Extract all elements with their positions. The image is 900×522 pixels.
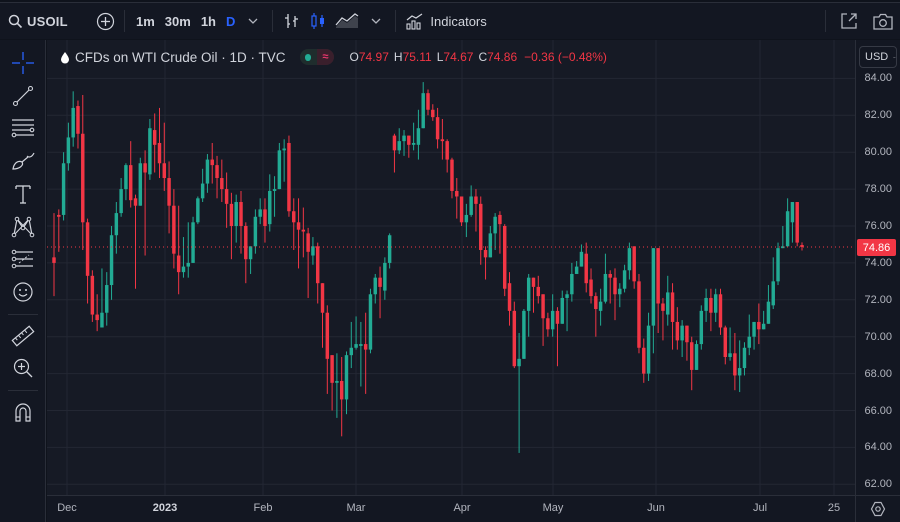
change-value: −0.36 (−0.48%) xyxy=(524,50,607,64)
magnet-tool[interactable] xyxy=(0,397,46,427)
area-style-icon xyxy=(335,13,359,28)
open-value: 74.97 xyxy=(358,50,389,64)
timeframe-dropdown-button[interactable] xyxy=(240,3,266,39)
price-tick-label: 82.00 xyxy=(864,109,892,122)
top-toolbar: USOIL 1m 30m 1h D Indicators xyxy=(0,2,900,39)
indicators-icon xyxy=(406,13,423,30)
low-value: 74.67 xyxy=(443,50,474,64)
chevron-down-icon xyxy=(893,56,896,58)
high-value: 75.11 xyxy=(402,50,432,64)
data-delayed-icon: ≈ xyxy=(317,49,334,65)
open-external-button[interactable] xyxy=(832,3,866,39)
candle-style-icon xyxy=(311,13,325,29)
text-tool[interactable] xyxy=(0,179,46,209)
price-tick-label: 68.00 xyxy=(864,367,892,380)
ruler-icon xyxy=(11,325,35,347)
price-tick-label: 72.00 xyxy=(864,293,892,306)
currency-label: USD xyxy=(865,51,889,63)
zoom-in-tool[interactable] xyxy=(0,353,46,383)
emoji-tool[interactable] xyxy=(0,277,46,307)
price-axis[interactable]: 84.00 82.00 80.00 78.00 76.00 74.00 72.00 70.00… xyxy=(855,40,900,495)
symbol-label: USOIL xyxy=(27,13,68,29)
open-external-icon xyxy=(841,13,857,29)
chart-type-dropdown-button[interactable] xyxy=(363,3,389,39)
timeframe-1m[interactable]: 1m xyxy=(136,13,155,29)
time-tick-label: Feb xyxy=(253,502,273,514)
market-status-badge[interactable]: ≈ xyxy=(299,49,334,65)
zoom-in-icon xyxy=(13,358,33,378)
emoji-icon xyxy=(13,282,33,302)
toolbar-divider xyxy=(124,10,125,32)
gear-icon xyxy=(870,501,886,517)
oil-drop-icon xyxy=(61,51,69,63)
price-tick-label: 70.00 xyxy=(864,330,892,343)
time-tick-label: Mar xyxy=(346,502,366,514)
toolbar-divider xyxy=(825,10,826,32)
toolbar-divider xyxy=(272,10,274,32)
trend-line-icon xyxy=(12,85,34,107)
toolbar-divider xyxy=(8,390,38,391)
time-tick-label: 25 xyxy=(827,502,841,514)
time-tick-label: Jun xyxy=(647,502,665,514)
series-title[interactable]: CFDs on WTI Crude Oil · 1D · TVC xyxy=(75,49,286,65)
price-tick-label: 76.00 xyxy=(864,220,892,232)
market-open-dot-icon xyxy=(304,53,312,61)
chevron-down-icon xyxy=(371,18,381,24)
pattern-tool[interactable] xyxy=(0,212,46,242)
drawing-toolbar xyxy=(0,40,46,522)
close-value: 74.86 xyxy=(487,50,518,64)
bar-style-icon xyxy=(285,14,299,28)
time-tick-label: Jul xyxy=(752,502,768,514)
ohlc-values: O74.97 H75.11 L74.67 C74.86 −0.36 (−0.48… xyxy=(349,50,607,64)
toolbar-divider xyxy=(395,10,397,32)
toolbar-divider xyxy=(8,314,38,315)
time-tick-label: Apr xyxy=(453,502,471,514)
timeframe-30m[interactable]: 30m xyxy=(164,13,191,29)
brush-icon xyxy=(12,152,35,170)
indicators-button[interactable]: Indicators xyxy=(402,3,487,39)
add-symbol-icon xyxy=(96,12,114,30)
chart-settings-button[interactable] xyxy=(855,495,900,522)
price-tick-label: 64.00 xyxy=(864,441,892,454)
time-tick-label: May xyxy=(542,502,564,514)
chevron-down-icon xyxy=(248,18,258,24)
candlestick-chart[interactable] xyxy=(47,40,855,495)
crosshair-tool[interactable] xyxy=(0,48,46,78)
timeframe-1h[interactable]: 1h xyxy=(200,13,216,29)
last-price-label: 74.86 xyxy=(857,239,896,256)
crosshair-icon xyxy=(12,52,34,74)
timeframe-1d[interactable]: D xyxy=(226,13,236,29)
text-icon xyxy=(15,185,31,204)
search-icon xyxy=(8,14,23,28)
fib-retracement-icon xyxy=(11,119,35,138)
magnet-icon xyxy=(15,403,31,422)
camera-icon xyxy=(873,13,893,30)
forecast-icon xyxy=(11,249,33,269)
time-tick-label: 2023 xyxy=(152,502,178,514)
forecast-tool[interactable] xyxy=(0,244,46,274)
indicators-label: Indicators xyxy=(430,13,487,29)
price-tick-label: 84.00 xyxy=(864,72,892,85)
area-style-button[interactable] xyxy=(331,3,363,39)
bar-style-button[interactable] xyxy=(279,3,305,39)
compare-symbol-button[interactable] xyxy=(92,3,118,39)
currency-dropdown[interactable]: USD xyxy=(859,46,897,68)
trend-line-tool[interactable] xyxy=(0,81,46,111)
price-tick-label: 78.00 xyxy=(864,183,892,196)
pattern-icon xyxy=(11,216,35,238)
ruler-tool[interactable] xyxy=(0,321,46,351)
chart-canvas[interactable] xyxy=(47,40,855,495)
screenshot-button[interactable] xyxy=(866,3,900,39)
time-tick-label: Dec xyxy=(57,502,77,514)
time-axis[interactable]: Dec 2023 Feb Mar Apr May Jun Jul 25 xyxy=(47,495,855,522)
chart-legend: CFDs on WTI Crude Oil · 1D · TVC ≈ O74.9… xyxy=(60,47,607,67)
price-tick-label: 66.00 xyxy=(864,404,892,417)
price-tick-label: 62.00 xyxy=(864,478,892,491)
brush-tool[interactable] xyxy=(0,146,46,176)
fib-retracement-tool[interactable] xyxy=(0,113,46,143)
price-tick-label: 80.00 xyxy=(864,146,892,159)
symbol-search-button[interactable]: USOIL xyxy=(0,3,92,39)
candle-style-button[interactable] xyxy=(305,3,331,39)
price-tick-label: 74.00 xyxy=(864,256,892,269)
